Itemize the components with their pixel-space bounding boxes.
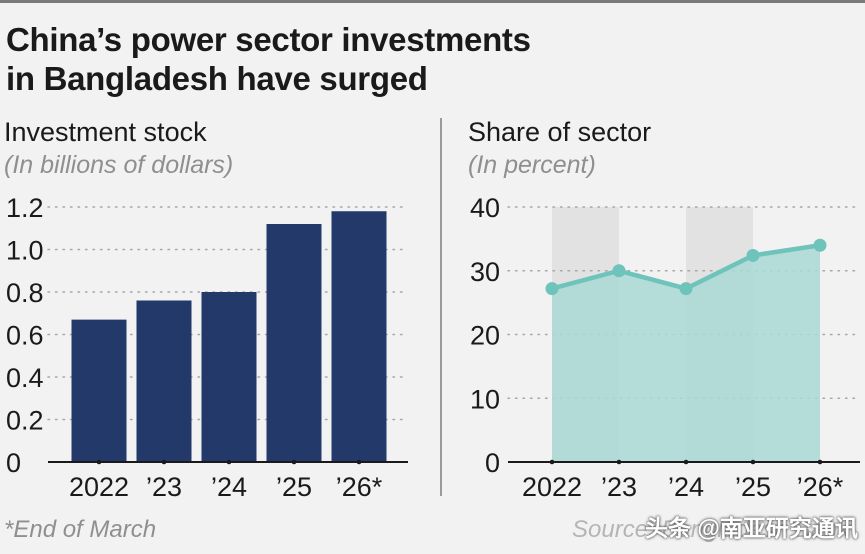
watermark: 头条 @南亚研究通讯	[645, 515, 858, 541]
bar-y-tick-label: 0.8	[6, 278, 44, 308]
chart-title: China’s power sector investments in Bang…	[6, 20, 531, 98]
bar	[136, 300, 192, 462]
area-y-tick-label: 20	[470, 321, 500, 351]
panel-divider	[440, 118, 442, 496]
bar-y-tick-label: 0.4	[6, 363, 44, 393]
area-x-tick-label: ’23	[601, 472, 637, 502]
bar	[71, 319, 127, 462]
data-point	[679, 282, 693, 296]
area-y-tick-label: 0	[485, 448, 500, 478]
bar	[266, 224, 322, 462]
area-panel-title: Share of sector	[468, 117, 652, 147]
data-point	[746, 248, 760, 262]
area-y-tick-label: 10	[470, 384, 500, 414]
footnote: *End of March	[4, 516, 157, 543]
bar	[201, 292, 257, 462]
bar-panel-subtitle: (In billions of dollars)	[4, 151, 234, 179]
top-rule	[0, 0, 865, 3]
area-x-tick-label: ’26*	[797, 472, 844, 502]
area-x-tick-label: 2022	[522, 472, 582, 502]
data-point	[545, 282, 559, 296]
area-x-tick-label: ’25	[735, 472, 771, 502]
bar-x-tick-label: ’25	[276, 472, 312, 502]
bar-x-tick-label: ’26*	[336, 472, 383, 502]
area-fill	[552, 245, 820, 462]
chart-title-line-1: China’s power sector investments	[6, 21, 531, 58]
bar-x-tick-label: ’23	[146, 472, 182, 502]
bar-y-tick-label: 1.0	[6, 236, 44, 266]
area-x-tick-label: ’24	[668, 472, 704, 502]
data-point	[813, 238, 827, 252]
bar-y-tick-label: 0	[6, 448, 21, 478]
bar-x-tick-label: 2022	[69, 472, 129, 502]
area-y-tick-label: 30	[470, 257, 500, 287]
data-point	[612, 264, 626, 278]
chart-title-line-2: in Bangladesh have surged	[6, 60, 428, 97]
source-note: Source: Bangladesh Bank	[572, 516, 850, 543]
bar-x-tick-label: ’24	[211, 472, 247, 502]
area-panel-subtitle: (In percent)	[468, 151, 596, 179]
area-y-tick-label: 40	[470, 193, 500, 223]
bar-y-tick-label: 0.2	[6, 406, 44, 436]
bar-y-tick-label: 1.2	[6, 193, 44, 223]
bar-panel-title: Investment stock	[4, 117, 207, 147]
bar-y-tick-label: 0.6	[6, 321, 44, 351]
bar	[331, 211, 387, 462]
